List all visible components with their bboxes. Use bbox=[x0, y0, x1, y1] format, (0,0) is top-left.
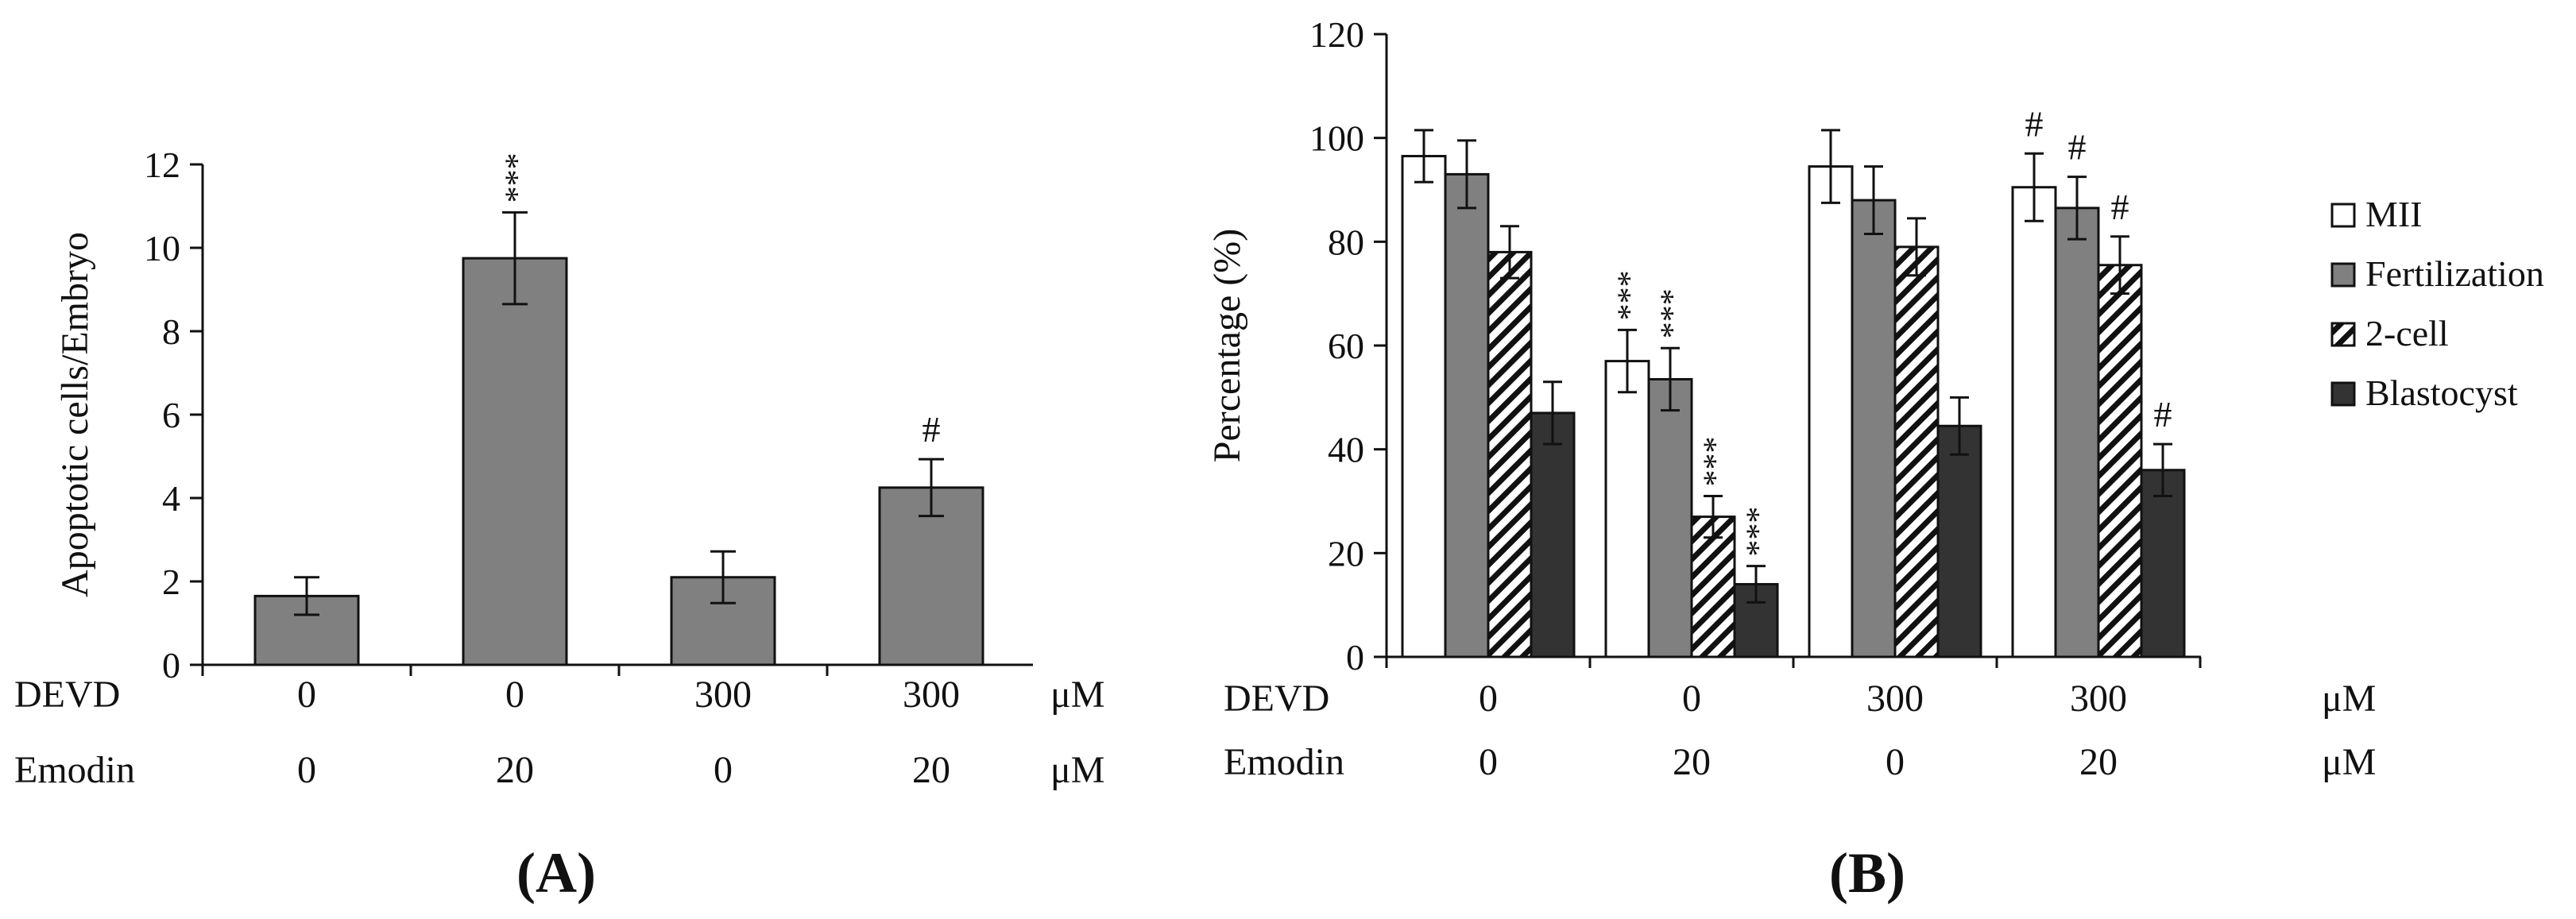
panel-b-y-axis-label: Percentage (%) bbox=[1206, 229, 1248, 463]
panel-b-bar bbox=[1851, 199, 1897, 658]
panel-b-condition-row-label: DEVD bbox=[1224, 678, 1329, 720]
panel-b-significance-label: *** bbox=[1655, 288, 1692, 338]
panel-a-condition-row-label: DEVD bbox=[14, 674, 120, 716]
panel-b-bar bbox=[1487, 250, 1533, 658]
panel-a-condition-row-label: Emodin bbox=[14, 749, 135, 791]
panel-a-y-tick-label: 4 bbox=[162, 478, 180, 519]
panel-b-bar bbox=[2054, 207, 2100, 658]
panel-b-legend-label: MII bbox=[2365, 194, 2423, 234]
panel-a-y-tick-label: 6 bbox=[162, 395, 180, 435]
panel-b-legend-swatch bbox=[2330, 381, 2356, 407]
panel-b-y-tick-label: 60 bbox=[1328, 326, 1364, 366]
panel-b-condition-value: 0 bbox=[1886, 741, 1905, 783]
panel-b: 0 20 40 60 80 100 120 Percentage (%) *** # *** # ***… bbox=[1206, 14, 2544, 783]
panel-a-label: (A) bbox=[516, 841, 596, 905]
panel-b-bar bbox=[1647, 377, 1693, 658]
panel-b-y-tick-label: 20 bbox=[1328, 533, 1364, 573]
panel-a-y-tick-label: 8 bbox=[162, 311, 180, 352]
panel-a-condition-unit: μM bbox=[1050, 749, 1104, 791]
panel-b-bar bbox=[2011, 186, 2057, 658]
panel-b-bar bbox=[1936, 424, 1982, 658]
panel-b-significance-label: # bbox=[2025, 103, 2044, 144]
panel-b-legend-swatch bbox=[2330, 262, 2356, 288]
panel-b-condition-value: 300 bbox=[1866, 678, 1924, 720]
panel-b-condition-value: 0 bbox=[1479, 678, 1498, 720]
panel-a-condition-value: 20 bbox=[496, 749, 534, 791]
panel-a-condition-value: 0 bbox=[297, 749, 316, 791]
panel-b-y-tick-label: 120 bbox=[1309, 14, 1364, 55]
panel-b-bar bbox=[2097, 264, 2143, 658]
panel-b-significance-label: *** bbox=[1612, 270, 1649, 320]
panel-b-significance-label: *** bbox=[1741, 507, 1777, 557]
panel-a: 0 2 4 6 8 10 12 Apoptotic cells/Embryo *** # DEVD 0… bbox=[14, 145, 1104, 791]
panel-b-legend-label: Fertilization bbox=[2365, 253, 2544, 294]
panel-b-bar bbox=[1604, 360, 1650, 658]
panel-b-condition-value: 20 bbox=[2079, 741, 2118, 783]
panel-a-y-tick-label: 12 bbox=[144, 145, 180, 185]
panel-a-condition-value: 0 bbox=[714, 749, 733, 791]
panel-a-y-tick-label: 0 bbox=[162, 645, 180, 685]
panel-a-condition-value: 300 bbox=[694, 674, 752, 716]
panel-a-significance-label: # bbox=[922, 409, 941, 450]
panel-b-significance-label: *** bbox=[1698, 436, 1735, 486]
panel-b-bar bbox=[1893, 245, 1940, 658]
panel-a-significance-label: *** bbox=[500, 153, 536, 203]
panel-b-bar bbox=[1690, 515, 1736, 658]
panel-b-bar bbox=[1444, 172, 1490, 658]
panel-b-y-tick-label: 0 bbox=[1346, 637, 1364, 678]
panel-b-condition-unit: μM bbox=[2322, 741, 2376, 783]
panel-b-significance-label: # bbox=[2111, 187, 2129, 227]
panel-a-condition-unit: μM bbox=[1050, 674, 1104, 716]
panel-a-bar bbox=[253, 594, 360, 666]
panel-b-condition-value: 300 bbox=[2070, 678, 2127, 720]
panel-b-legend-swatch bbox=[2330, 203, 2356, 228]
panel-b-condition-value: 0 bbox=[1479, 741, 1498, 783]
panel-b-bar bbox=[2140, 469, 2186, 658]
panel-b-significance-label: # bbox=[2068, 127, 2087, 168]
panel-b-legend-label: 2-cell bbox=[2365, 313, 2449, 353]
panel-b-condition-unit: μM bbox=[2322, 678, 2376, 720]
panel-b-bar bbox=[1530, 411, 1576, 658]
panel-b-significance-label: # bbox=[2154, 394, 2172, 434]
panel-a-y-axis-label: Apoptotic cells/Embryo bbox=[54, 232, 96, 597]
panel-b-condition-row-label: Emodin bbox=[1224, 741, 1344, 783]
panel-a-y-tick-label: 2 bbox=[162, 562, 180, 602]
panel-a-bar bbox=[462, 257, 568, 666]
panel-b-bar bbox=[1401, 155, 1447, 658]
panel-b-legend-swatch bbox=[2330, 322, 2356, 347]
panel-b-label: (B) bbox=[1829, 841, 1905, 905]
panel-b-condition-value: 0 bbox=[1682, 678, 1701, 720]
panel-a-condition-value: 0 bbox=[297, 674, 316, 716]
panel-b-y-tick-label: 40 bbox=[1328, 430, 1364, 470]
panel-a-condition-value: 300 bbox=[903, 674, 960, 716]
panel-b-condition-value: 20 bbox=[1673, 741, 1711, 783]
panel-b-bar bbox=[1808, 165, 1854, 658]
panel-b-y-tick-label: 100 bbox=[1309, 118, 1364, 159]
panel-a-condition-value: 0 bbox=[505, 674, 524, 716]
panel-b-y-tick-label: 80 bbox=[1328, 222, 1364, 262]
panel-b-legend-label: Blastocyst bbox=[2365, 373, 2518, 413]
panel-a-condition-value: 20 bbox=[912, 749, 950, 791]
panel-a-y-tick-label: 10 bbox=[144, 228, 180, 268]
